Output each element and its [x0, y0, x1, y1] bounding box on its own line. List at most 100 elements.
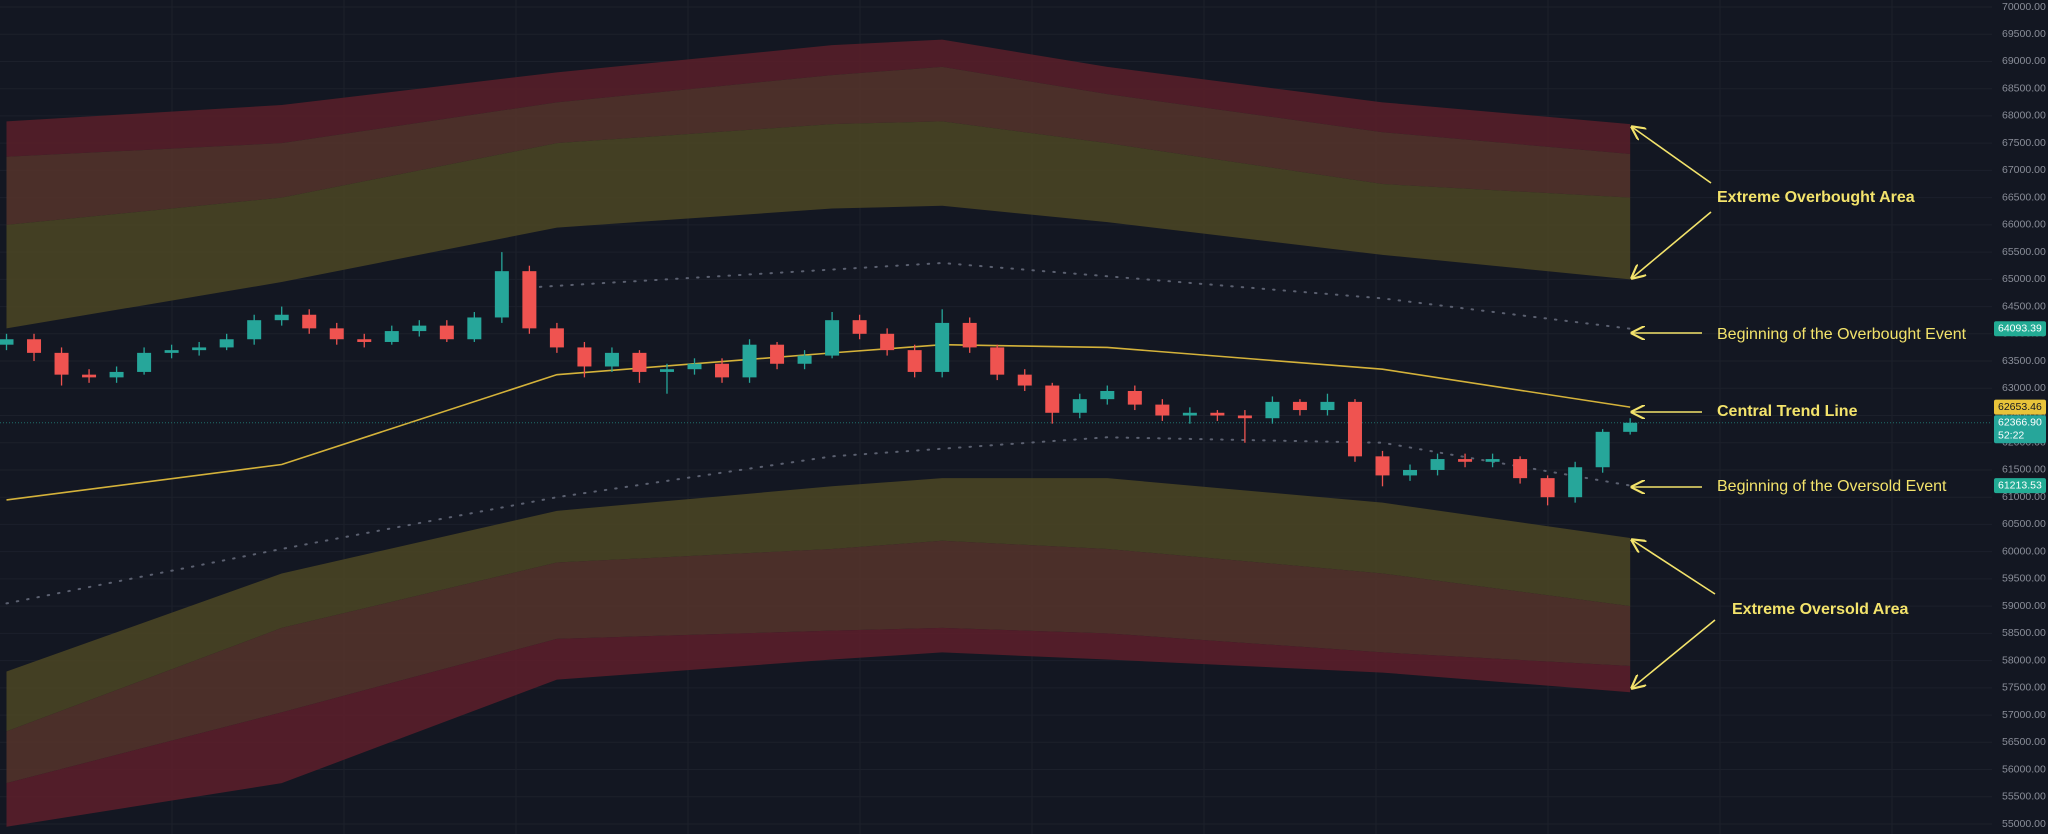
candle-body	[1155, 404, 1170, 416]
y-tick-label: 57000.00	[2002, 709, 2046, 721]
y-tick-label: 63000.00	[2002, 382, 2046, 394]
y-tick-label: 68500.00	[2002, 82, 2046, 94]
arrow	[1632, 540, 1716, 595]
y-tick-label: 65500.00	[2002, 246, 2046, 258]
price-tag-label: 62366.90	[1998, 417, 2042, 429]
candle-body	[412, 325, 427, 332]
candle-body	[797, 355, 812, 364]
candle-body	[990, 347, 1005, 375]
candle-body	[494, 271, 509, 318]
y-tick-label: 67500.00	[2002, 137, 2046, 149]
annotation: Central Trend Line	[1717, 403, 1858, 420]
candle-body	[1375, 456, 1390, 476]
y-tick-label: 63500.00	[2002, 355, 2046, 367]
candle-body	[109, 371, 124, 378]
candle-body	[164, 350, 179, 353]
candle-body	[852, 320, 867, 334]
y-tick-label: 61000.00	[2002, 491, 2046, 503]
candle-body	[880, 333, 895, 351]
candle-body	[1320, 401, 1335, 411]
band-area	[6, 121, 1631, 329]
candle-body	[687, 363, 702, 370]
candle-body	[1485, 459, 1500, 462]
y-tick-label: 59500.00	[2002, 573, 2046, 585]
candle-body	[439, 325, 454, 340]
candle-body	[1072, 399, 1087, 413]
candle-body	[1210, 412, 1225, 416]
candle-body	[715, 363, 730, 378]
candle-body	[1100, 390, 1115, 400]
arrow	[1632, 127, 1712, 184]
y-tick-label: 70000.00	[2002, 1, 2046, 13]
candle-body	[1045, 385, 1060, 413]
candle-body	[1265, 401, 1280, 419]
candle-body	[962, 322, 977, 348]
candle-body	[1540, 478, 1555, 498]
candle-body	[1568, 467, 1583, 498]
candle-body	[54, 352, 69, 375]
price-tag-label: 61213.53	[1998, 479, 2042, 491]
price-tag-label: 62653.46	[1998, 401, 2042, 413]
annotation: Extreme Oversold Area	[1732, 601, 1908, 618]
candle-body	[577, 347, 592, 367]
candle-body	[659, 369, 674, 372]
candle-body	[219, 339, 234, 348]
band-area	[6, 627, 1631, 827]
candle-body	[1430, 459, 1445, 470]
band-area	[6, 39, 1631, 157]
candle-body	[935, 322, 950, 372]
price-tag	[1994, 399, 2046, 415]
y-tick-label: 58000.00	[2002, 654, 2046, 666]
band-area	[6, 66, 1631, 225]
candle-body	[1513, 459, 1528, 479]
y-tick-label: 69000.00	[2002, 55, 2046, 67]
y-tick-label: 66000.00	[2002, 219, 2046, 231]
price-tag	[1994, 415, 2046, 444]
y-tick-label: 60500.00	[2002, 518, 2046, 530]
y-tick-label: 55000.00	[2002, 818, 2046, 830]
candle-body	[1182, 412, 1197, 416]
y-tick-label: 56000.00	[2002, 763, 2046, 775]
candle-body	[549, 328, 564, 348]
candle-body	[522, 271, 537, 329]
price-tag	[1994, 478, 2046, 494]
price-tag-label: 64093.39	[1998, 322, 2042, 334]
annotation: Beginning of the Overbought Event	[1717, 326, 1967, 343]
candle-body	[1595, 431, 1610, 468]
candle-body	[1458, 459, 1473, 462]
band-area	[6, 540, 1631, 784]
arrow	[1632, 619, 1716, 688]
y-tick-label: 56500.00	[2002, 736, 2046, 748]
candle-body	[82, 374, 97, 378]
candle-body	[1127, 390, 1142, 405]
price-tag	[1994, 321, 2046, 337]
arrow	[1632, 211, 1712, 278]
candle-body	[192, 347, 207, 351]
arrows	[1632, 127, 1716, 688]
candle-body	[1403, 469, 1418, 476]
y-tick-label: 57500.00	[2002, 682, 2046, 694]
bands	[6, 39, 1631, 827]
y-tick-label: 65000.00	[2002, 273, 2046, 285]
annotation: Extreme Overbought Area	[1717, 189, 1915, 206]
candle-body	[770, 344, 785, 364]
candle-body	[384, 331, 399, 342]
y-tick-label: 64500.00	[2002, 300, 2046, 312]
candle-body	[467, 317, 482, 340]
candle-body	[1347, 401, 1362, 457]
candle-body	[0, 339, 14, 345]
candle-body	[274, 314, 289, 321]
candle-body	[1623, 422, 1638, 432]
candle-body	[604, 352, 619, 367]
candle-body	[742, 344, 757, 378]
y-tick-label: 60000.00	[2002, 545, 2046, 557]
band-area	[6, 478, 1631, 732]
candle-body	[329, 328, 344, 340]
y-tick-label: 55500.00	[2002, 791, 2046, 803]
candle-body	[1237, 415, 1252, 419]
y-tick-label: 59000.00	[2002, 600, 2046, 612]
candle-body	[1017, 374, 1032, 386]
y-tick-label: 66500.00	[2002, 191, 2046, 203]
